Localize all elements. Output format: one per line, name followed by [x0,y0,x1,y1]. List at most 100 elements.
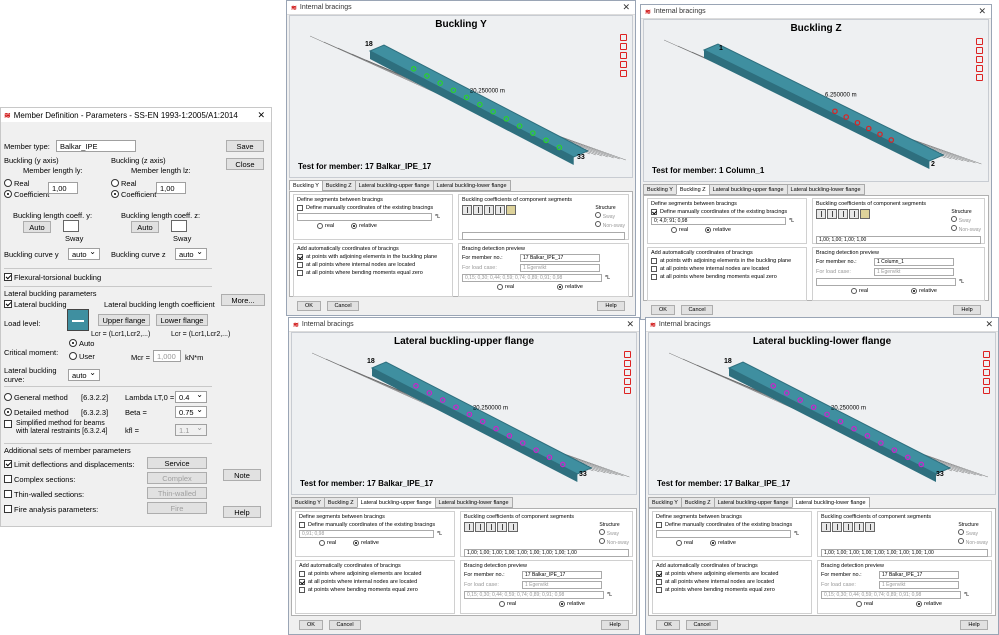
adjoining-elements-checkbox[interactable]: at points with adjoining elements in the… [297,254,449,260]
close-icon[interactable]: ✕ [257,109,265,120]
coefficients-input[interactable]: 1,00; 1,00; 1,00; 1,00; 1,00; 1,00; 1,00… [821,549,988,557]
buckling-y-coefficient-radio[interactable]: Coefficient [4,190,49,199]
close-button[interactable]: Close [226,158,264,170]
help-button[interactable]: Help [597,301,625,311]
segment-type-icon[interactable] [854,522,864,532]
sway-radio[interactable]: Sway [951,216,981,225]
manual-coordinates-input[interactable] [656,530,791,538]
non-sway-radio[interactable]: Non-sway [951,225,981,234]
member-select[interactable]: 17 Balkar_IPE_17 [520,254,600,262]
ok-button[interactable]: OK [656,620,680,630]
fire-button[interactable]: Fire [147,502,207,514]
internal-nodes-checkbox[interactable]: at all points where internal nodes are l… [299,579,451,585]
view-tool-icon[interactable] [983,387,990,394]
structure-viewport[interactable]: 20.250000 m Lateral buckling-upper flang… [291,332,637,495]
define-manually-checkbox[interactable]: Define manually coordinates of the exist… [297,205,449,211]
adjoining-elements-checkbox[interactable]: at points with adjoining elements in the… [651,258,803,264]
cancel-button[interactable]: Cancel [327,301,359,311]
tab-upper[interactable]: Lateral buckling-upper flange [356,497,436,508]
real-radio[interactable]: real [319,540,336,546]
thin-walled-button[interactable]: Thin-walled [147,487,207,499]
tab-y[interactable]: Buckling Y [648,497,682,508]
tab-y[interactable]: Buckling Y [291,497,325,508]
general-method-radio[interactable]: General method [4,393,68,402]
complex-button[interactable]: Complex [147,472,207,484]
tab-upper[interactable]: Lateral buckling-upper flange [708,184,788,195]
segment-type-icon[interactable] [838,209,848,219]
view-tool-icon[interactable] [624,360,631,367]
define-manually-checkbox[interactable]: Define manually coordinates of the exist… [651,209,803,215]
lambda-select[interactable]: 0.4 [175,390,207,403]
preview-real-radio[interactable]: real [856,601,873,607]
load-level-icon[interactable] [67,309,89,331]
buckling-y-value-input[interactable]: 1,00 [48,182,78,194]
preview-real-radio[interactable]: real [497,284,514,290]
help-button[interactable]: Help [223,506,261,518]
coefficients-input[interactable]: 1,00; 1,00; 1,00; 1,00; 1,00; 1,00; 1,00… [464,549,629,557]
ok-button[interactable]: OK [297,301,321,311]
buckling-curve-y-select[interactable]: auto [68,247,100,260]
view-tool-icon[interactable] [620,43,627,50]
segment-type-icon[interactable] [827,209,837,219]
segment-type-icon[interactable] [464,522,474,532]
load-case-select[interactable]: 1 Egenvikt [520,264,600,272]
relative-radio[interactable]: relative [705,227,731,233]
upper-flange-button[interactable]: Upper flange [98,314,150,326]
fire-analysis-checkbox[interactable]: Fire analysis parameters: [4,505,98,514]
tab-lower[interactable]: Lateral buckling-lower flange [791,497,870,508]
view-tool-icon[interactable] [624,387,631,394]
buckling-z-coefficient-radio[interactable]: Coefficient [111,190,156,199]
non-sway-radio[interactable]: Non-sway [958,538,988,547]
segment-type-icon[interactable] [860,209,870,219]
load-case-select[interactable]: 1 Egenvikt [874,268,954,276]
ok-button[interactable]: OK [651,305,675,315]
internal-nodes-checkbox[interactable]: at all points where internal nodes are l… [297,262,449,268]
view-tool-icon[interactable] [976,74,983,81]
help-button[interactable]: Help [601,620,629,630]
limit-deflections-checkbox[interactable]: Limit deflections and displacements: [4,460,134,469]
tab-z[interactable]: Buckling Z [675,184,710,195]
tab-y[interactable]: Buckling Y [643,184,677,195]
view-tool-icon[interactable] [976,47,983,54]
adjoining-elements-checkbox[interactable]: at points where adjoining elements are l… [299,571,451,577]
segment-type-icon[interactable] [473,205,483,215]
sway-z-icon[interactable] [171,220,187,232]
preview-real-radio[interactable]: real [499,601,516,607]
segment-type-icon[interactable] [849,209,859,219]
sway-radio[interactable]: Sway [599,529,629,538]
segment-type-icon[interactable] [486,522,496,532]
close-icon[interactable]: ✕ [985,319,993,329]
view-tool-icon[interactable] [983,369,990,376]
manual-coordinates-input[interactable] [297,213,432,221]
segment-type-icon[interactable] [495,205,505,215]
preview-relative-radio[interactable]: relative [557,284,583,290]
view-tool-icon[interactable] [624,378,631,385]
preview-relative-radio[interactable]: relative [916,601,942,607]
simplified-method-checkbox[interactable]: Simplified method for beams with lateral… [4,420,114,436]
tab-lower[interactable]: Lateral buckling-lower flange [434,497,513,508]
tab-z[interactable]: Buckling Z [321,180,356,191]
flexural-torsional-checkbox[interactable]: Flexural-torsional buckling [4,273,101,282]
mcr-input[interactable]: 1,000 [153,350,181,362]
load-case-select[interactable]: 1 Egenvikt [879,581,959,589]
segment-type-icon[interactable] [843,522,853,532]
complex-sections-checkbox[interactable]: Complex sections: [4,475,75,484]
internal-nodes-checkbox[interactable]: at all points where internal nodes are l… [656,579,808,585]
cancel-button[interactable]: Cancel [681,305,713,315]
relative-radio[interactable]: relative [351,223,377,229]
relative-radio[interactable]: relative [353,540,379,546]
lower-flange-button[interactable]: Lower flange [156,314,208,326]
structure-viewport[interactable]: 20.250000 m Lateral buckling-lower flang… [648,332,996,495]
help-button[interactable]: Help [953,305,981,315]
beta-select[interactable]: 0.75 [175,405,207,418]
view-tool-icon[interactable] [624,351,631,358]
segment-type-icon[interactable] [508,522,518,532]
close-icon[interactable]: ✕ [622,2,630,12]
manual-coordinates-input[interactable]: 0; 4,0; 91; 0,98 [651,217,786,225]
structure-viewport[interactable]: 20.250000 m Buckling Y Test for member: … [289,15,633,178]
manual-coordinates-input[interactable]: 0,91; 0,98 [299,530,434,538]
bending-zero-checkbox[interactable]: at points where bending moments equal ze… [656,587,808,593]
view-tool-icon[interactable] [620,61,627,68]
critical-moment-auto-radio[interactable]: Auto [69,339,94,348]
view-tool-icon[interactable] [976,65,983,72]
